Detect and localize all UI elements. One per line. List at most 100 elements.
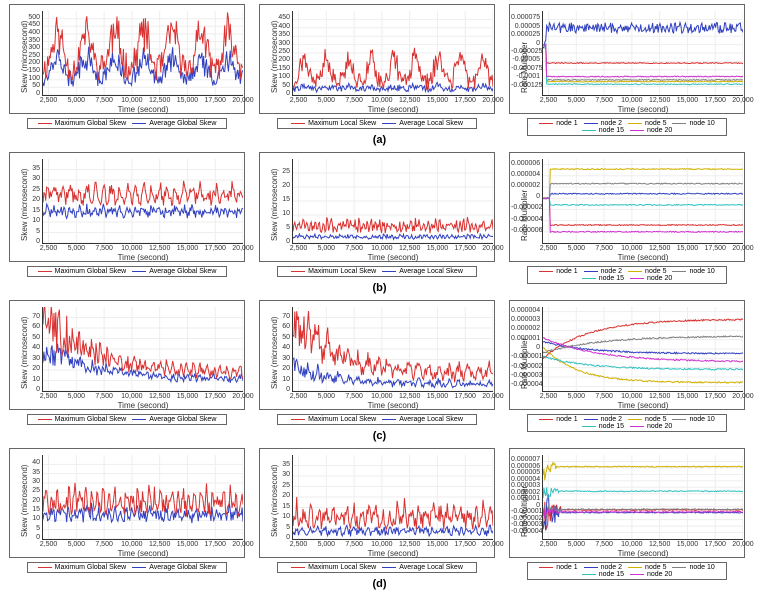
legend-label: node 15 xyxy=(599,423,624,430)
legend-item: node 15 xyxy=(582,571,624,578)
xlabel: Time (second) xyxy=(43,105,243,114)
legend-item: Average Local Skew xyxy=(382,416,463,423)
legend-label: node 5 xyxy=(645,416,666,423)
legend-label: node 1 xyxy=(556,416,577,423)
legend-item: node 10 xyxy=(672,268,714,275)
legend-label: node 2 xyxy=(601,564,622,571)
legend-item: node 15 xyxy=(582,423,624,430)
legend-item: node 1 xyxy=(539,120,577,127)
legend-item: node 1 xyxy=(539,416,577,423)
legend-swatch xyxy=(38,419,52,420)
legend-item: Average Local Skew xyxy=(382,120,463,127)
legend-item: node 10 xyxy=(672,120,714,127)
legend-swatch xyxy=(584,419,598,420)
xtick-label: 20,000 xyxy=(223,393,263,400)
legend-item: Maximum Global Skew xyxy=(38,564,127,571)
legend-label: Maximum Global Skew xyxy=(55,120,127,127)
ytick-label: 0.000025 xyxy=(511,31,540,38)
xlabel: Time (second) xyxy=(293,253,493,262)
xlabel: Time (second) xyxy=(43,253,243,262)
legend-label: Maximum Global Skew xyxy=(55,564,127,571)
legend-local: Maximum Local SkewAverage Local Skew xyxy=(277,562,477,573)
legend-item: node 2 xyxy=(584,268,622,275)
xtick-label: 20,000 xyxy=(723,541,759,548)
ytick-label: 0.00005 xyxy=(511,23,540,30)
legend-item: node 20 xyxy=(630,127,672,134)
legend-swatch xyxy=(582,278,596,279)
xtick-label: 20,000 xyxy=(473,541,513,548)
legend-label: node 2 xyxy=(601,268,622,275)
legend-item: node 2 xyxy=(584,120,622,127)
panel-c-global: 0102030405060700102030405060702,5005,000… xyxy=(9,300,245,410)
legend-label: node 15 xyxy=(599,127,624,134)
caption-d: (d) xyxy=(0,578,759,590)
legend-item: Maximum Local Skew xyxy=(291,564,376,571)
legend-swatch xyxy=(382,123,396,124)
legend-item: Average Global Skew xyxy=(132,564,216,571)
panel-a-global: 0501001502002503003504004505000501001502… xyxy=(9,4,245,114)
legend-label: Average Global Skew xyxy=(149,564,216,571)
xlabel: Time (second) xyxy=(43,549,243,558)
legend-item: node 5 xyxy=(628,416,666,423)
legend-label: Maximum Local Skew xyxy=(308,268,376,275)
legend-item: node 5 xyxy=(628,564,666,571)
legend-swatch xyxy=(382,419,396,420)
legend-label: node 15 xyxy=(599,275,624,282)
legend-swatch xyxy=(672,419,686,420)
legend-label: Average Local Skew xyxy=(399,268,463,275)
ylabel: Skew (microsecond) xyxy=(20,169,29,241)
legend-item: node 1 xyxy=(539,268,577,275)
legend-swatch xyxy=(132,567,146,568)
legend-label: node 5 xyxy=(645,120,666,127)
legend-item: node 20 xyxy=(630,275,672,282)
xlabel: Time (second) xyxy=(293,549,493,558)
legend-global: Maximum Global Skew Average Global Skew xyxy=(27,562,227,573)
legend-item: node 10 xyxy=(672,416,714,423)
figure: 0501001502002503003504004505000501001502… xyxy=(0,0,759,612)
legend-item: Maximum Global Skew xyxy=(38,416,127,423)
ylabel: Rate Multiplier xyxy=(520,486,529,537)
ytick-label: 0.000007 xyxy=(511,456,540,463)
xlabel: Time (second) xyxy=(543,401,743,410)
legend-swatch xyxy=(132,271,146,272)
legend-local: Maximum Local SkewAverage Local Skew xyxy=(277,118,477,129)
xtick-label: 20,000 xyxy=(473,393,513,400)
panel-d-local: 05101520253035051015202530352,5005,0007,… xyxy=(259,448,495,558)
ylabel: Skew (microsecond) xyxy=(20,21,29,93)
legend-swatch xyxy=(582,574,596,575)
legend-label: Maximum Global Skew xyxy=(55,416,127,423)
legend-item: Average Global Skew xyxy=(132,416,216,423)
ytick-label: 0.000002 xyxy=(511,182,540,189)
panel-d-global: 051015202530354005101520253035402,5005,0… xyxy=(9,448,245,558)
legend-local: Maximum Local Skew Average Local Skew xyxy=(277,414,477,425)
legend-swatch xyxy=(539,271,553,272)
legend-swatch xyxy=(38,271,52,272)
legend-swatch xyxy=(539,567,553,568)
legend-swatch xyxy=(539,123,553,124)
legend-item: Maximum Local Skew xyxy=(291,416,376,423)
legend-swatch xyxy=(630,278,644,279)
legend-item: Average Global Skew xyxy=(132,120,216,127)
legend-item: node 2 xyxy=(584,564,622,571)
legend-label: Average Global Skew xyxy=(149,416,216,423)
legend-label: Average Local Skew xyxy=(399,120,463,127)
legend-swatch xyxy=(584,567,598,568)
legend-swatch xyxy=(291,271,305,272)
legend-global: Maximum Global SkewAverage Global Skew xyxy=(27,266,227,277)
legend-label: Maximum Local Skew xyxy=(308,564,376,571)
legend-label: node 1 xyxy=(556,268,577,275)
caption-b: (b) xyxy=(0,282,759,294)
xtick-label: 20,000 xyxy=(723,245,759,252)
legend-label: node 5 xyxy=(645,564,666,571)
legend-label: node 20 xyxy=(647,423,672,430)
panel-b-global: 05101520253035051015202530352,5005,0007,… xyxy=(9,152,245,262)
legend-swatch xyxy=(628,123,642,124)
ylabel: Rate Multiplier xyxy=(520,190,529,241)
xtick-label: 20,000 xyxy=(223,97,263,104)
xtick-label: 20,000 xyxy=(223,541,263,548)
panel-c-local: 0102030405060700102030405060702,5005,000… xyxy=(259,300,495,410)
legend-swatch xyxy=(672,123,686,124)
xlabel: Time (second) xyxy=(543,549,743,558)
legend-label: node 15 xyxy=(599,571,624,578)
legend-label: node 5 xyxy=(645,268,666,275)
